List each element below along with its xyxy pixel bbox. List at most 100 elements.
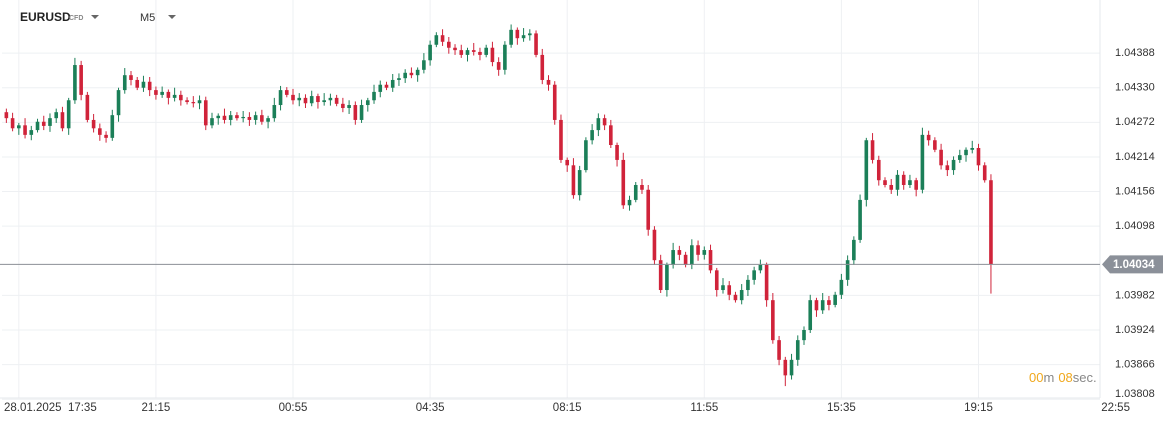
candle-body — [895, 174, 900, 190]
candle-body — [752, 270, 756, 280]
candle-body — [864, 140, 869, 200]
candle-body — [23, 125, 27, 135]
candle-body — [359, 105, 364, 120]
candle-body — [241, 116, 245, 119]
timeframe-dropdown[interactable] — [168, 15, 176, 19]
candle-body — [122, 75, 127, 91]
timeframe[interactable]: M5 — [140, 12, 155, 24]
countdown-seconds: 08 — [1058, 370, 1072, 385]
candle-body — [808, 300, 813, 331]
candle-body — [733, 294, 738, 301]
candle-body — [160, 91, 164, 95]
candle-body — [440, 35, 445, 42]
symbol[interactable]: EURUSD — [20, 10, 71, 24]
candle-body — [73, 65, 77, 101]
candle-body — [172, 94, 177, 98]
candle-body — [104, 134, 108, 138]
candle-body — [820, 300, 825, 311]
candle-body — [247, 116, 252, 120]
x-tick-label: 11:55 — [690, 402, 718, 414]
candle-body — [708, 250, 713, 271]
candle-body — [945, 165, 950, 171]
candle-body — [951, 159, 956, 171]
candle-body — [552, 84, 557, 120]
candle-body — [559, 119, 563, 160]
candle-body — [515, 29, 520, 39]
countdown-minutes: 00 — [1029, 370, 1043, 385]
candle-body — [147, 81, 152, 91]
candle-body — [378, 84, 383, 92]
candle-body — [303, 97, 308, 104]
candle-body — [141, 81, 146, 88]
candle-body — [640, 184, 644, 190]
candle-body — [914, 180, 918, 190]
candle-body — [690, 245, 694, 265]
y-tick-label: 1.04156 — [1115, 185, 1155, 197]
candle-body — [633, 184, 638, 200]
candle-body — [79, 65, 83, 95]
candle-body — [179, 94, 183, 101]
candle-body — [833, 294, 837, 305]
candle-body — [565, 159, 570, 166]
candle-body — [746, 279, 750, 291]
candle-body — [584, 140, 588, 171]
candle-body — [129, 75, 133, 80]
candle-body — [490, 47, 495, 63]
x-tick-label: 19:15 — [964, 402, 993, 414]
candle-body — [291, 94, 295, 101]
candle-body — [397, 78, 401, 80]
candle-body — [334, 97, 339, 104]
candle-body — [403, 72, 407, 79]
candle-body — [471, 50, 476, 52]
candle-body — [166, 91, 171, 98]
candle-body — [185, 100, 189, 103]
candle-body — [116, 90, 121, 116]
candle-body — [297, 97, 302, 101]
y-tick-label: 1.03924 — [1115, 324, 1155, 336]
candle-body — [602, 118, 607, 126]
candle-body — [154, 90, 158, 95]
candle-body — [191, 102, 196, 104]
candle-body — [671, 250, 675, 265]
candle-body — [577, 170, 582, 196]
candle-body — [696, 245, 700, 255]
x-tick-label: 08:15 — [553, 402, 582, 414]
candles — [4, 24, 993, 387]
candle-body — [228, 115, 233, 120]
candle-body — [615, 145, 619, 160]
candle-body — [48, 118, 52, 126]
candle-body — [347, 105, 351, 109]
candle-body — [876, 159, 881, 181]
candle-body — [777, 340, 781, 360]
candle-body — [422, 60, 426, 70]
candle-body — [852, 239, 856, 261]
candle-body — [415, 69, 420, 76]
candle-body — [253, 115, 258, 120]
y-tick-label: 1.04330 — [1115, 82, 1155, 94]
candle-body — [135, 79, 140, 88]
candle-body — [210, 118, 214, 126]
x-tick-label: 00:55 — [279, 402, 308, 414]
candle-body — [989, 180, 993, 265]
x-tick-label: 21:15 — [142, 402, 171, 414]
candle-body — [783, 359, 788, 376]
candle-body — [926, 134, 931, 141]
candle-body — [609, 125, 613, 146]
countdown-seconds-unit: sec. — [1073, 370, 1097, 385]
candle-body — [272, 105, 277, 119]
candle-body — [758, 264, 763, 271]
candle-body — [621, 159, 626, 206]
candle-body — [683, 254, 688, 265]
x-tick-label: 28.01.2025 17:35 — [4, 402, 97, 414]
candle-body — [222, 115, 227, 120]
candle-body — [434, 35, 439, 45]
candle-body — [652, 229, 657, 261]
candle-body — [278, 90, 283, 106]
candle-body — [496, 62, 501, 70]
candle-body — [802, 330, 806, 341]
candle-body — [453, 47, 457, 51]
symbol-dropdown[interactable] — [91, 15, 99, 19]
candle-body — [964, 149, 968, 156]
candle-body — [521, 35, 526, 39]
